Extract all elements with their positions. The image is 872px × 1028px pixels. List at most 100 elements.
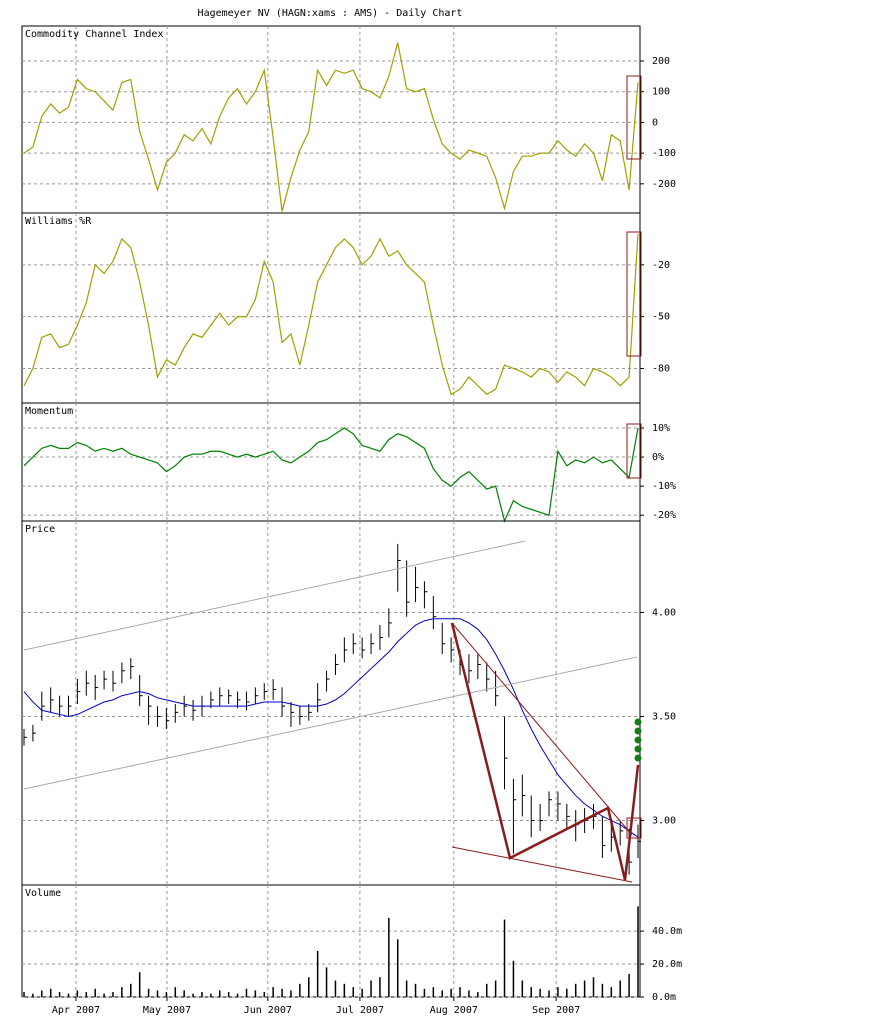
panel-title: Commodity Channel Index	[25, 29, 163, 40]
volume-bar	[58, 992, 61, 997]
y-tick-label: 0%	[652, 452, 664, 463]
y-tick-label: -50	[652, 312, 670, 323]
indicator-line	[23, 427, 639, 523]
y-tick-label: -200	[652, 179, 676, 190]
panel-title: Momentum	[25, 406, 73, 417]
indicator-line	[23, 233, 639, 396]
y-tick-label: 0	[652, 117, 658, 128]
volume-bar	[503, 919, 506, 997]
volume-bar	[103, 993, 105, 997]
volume-bar	[147, 988, 150, 997]
signal-dot	[634, 727, 642, 735]
volume-bar	[281, 988, 283, 997]
x-tick-label: Sep 2007	[532, 1005, 580, 1016]
volume-bar	[192, 993, 194, 997]
volume-bar	[130, 983, 132, 997]
volume-bar	[477, 992, 479, 997]
signal-box	[626, 75, 642, 160]
volume-bar	[521, 980, 524, 997]
y-tick-label: -20	[652, 260, 670, 271]
signal-dot	[634, 718, 642, 726]
volume-bar	[201, 992, 203, 997]
volume-bar	[548, 990, 550, 997]
chart-title: Hagemeyer NV (HAGN:xams : AMS) - Daily C…	[198, 8, 463, 19]
signal-dot	[634, 745, 642, 753]
volume-bar	[183, 990, 185, 997]
volume-bar	[121, 987, 123, 997]
volume-bar	[512, 960, 515, 997]
volume-bar	[432, 987, 435, 997]
signal-dot	[634, 754, 642, 762]
pattern-line	[450, 622, 640, 881]
x-tick-label: May 2007	[143, 1005, 191, 1016]
volume-bar	[227, 992, 230, 997]
y-tick-label: 100	[652, 87, 670, 98]
volume-bar	[263, 992, 266, 997]
volume-bar	[619, 980, 621, 997]
volume-bar	[94, 988, 96, 997]
volume-bar	[441, 990, 443, 997]
y-tick-label: 20.0m	[652, 959, 682, 970]
trend-line	[451, 846, 633, 883]
volume-bar	[308, 977, 310, 997]
signal-box	[626, 817, 642, 839]
volume-bar	[174, 987, 177, 997]
volume-bar	[49, 988, 52, 997]
volume-bar	[396, 939, 399, 997]
y-tick-label: 3.50	[652, 712, 676, 723]
volume-bar	[628, 973, 630, 997]
volume-bar	[583, 980, 586, 997]
volume-bar	[23, 992, 25, 997]
volume-bar	[370, 980, 372, 997]
volume-bar	[325, 967, 328, 997]
moving-average	[23, 618, 639, 838]
y-tick-label: 10%	[652, 423, 670, 434]
volume-bar	[316, 950, 319, 997]
channel-line	[23, 656, 638, 790]
y-tick-label: -20%	[652, 510, 676, 521]
volume-bar	[530, 987, 532, 997]
volume-bar	[165, 992, 168, 997]
volume-bar	[539, 988, 541, 997]
volume-bar	[156, 990, 159, 997]
volume-bar	[272, 987, 274, 997]
y-tick-label: 3.00	[652, 816, 676, 827]
signal-box	[626, 231, 642, 357]
signal-box	[626, 423, 642, 479]
volume-bar	[405, 980, 408, 997]
volume-bar	[574, 983, 577, 997]
volume-bar	[334, 980, 337, 997]
y-tick-label: -80	[652, 363, 670, 374]
volume-bar	[254, 990, 257, 997]
volume-bar	[566, 988, 568, 997]
indicator-line	[23, 42, 639, 212]
volume-bar	[494, 980, 497, 997]
volume-bar	[67, 993, 70, 997]
volume-bar	[219, 990, 221, 997]
volume-bar	[41, 990, 43, 997]
volume-bar	[138, 972, 141, 997]
volume-bar	[423, 988, 426, 997]
x-tick-label: Jun 2007	[244, 1005, 292, 1016]
channel-line	[23, 540, 526, 651]
y-tick-label: 200	[652, 56, 670, 67]
x-tick-label: Aug 2007	[430, 1005, 478, 1016]
volume-bar	[361, 988, 363, 997]
volume-bar	[459, 987, 461, 997]
panel-title: Price	[25, 524, 55, 535]
y-tick-label: 0.0m	[652, 992, 676, 1003]
volume-bar	[450, 988, 452, 997]
trend-line	[451, 622, 633, 836]
panel-title: Williams %R	[25, 216, 92, 227]
volume-bar	[343, 983, 346, 997]
annotations	[23, 75, 642, 883]
volume-bar	[468, 990, 470, 997]
x-tick-label: Apr 2007	[52, 1005, 100, 1016]
volume-bar	[76, 990, 79, 997]
volume-bar	[32, 993, 34, 997]
volume-bar	[290, 990, 292, 997]
x-tick-label: Jul 2007	[336, 1005, 384, 1016]
volume-bar	[85, 992, 88, 997]
